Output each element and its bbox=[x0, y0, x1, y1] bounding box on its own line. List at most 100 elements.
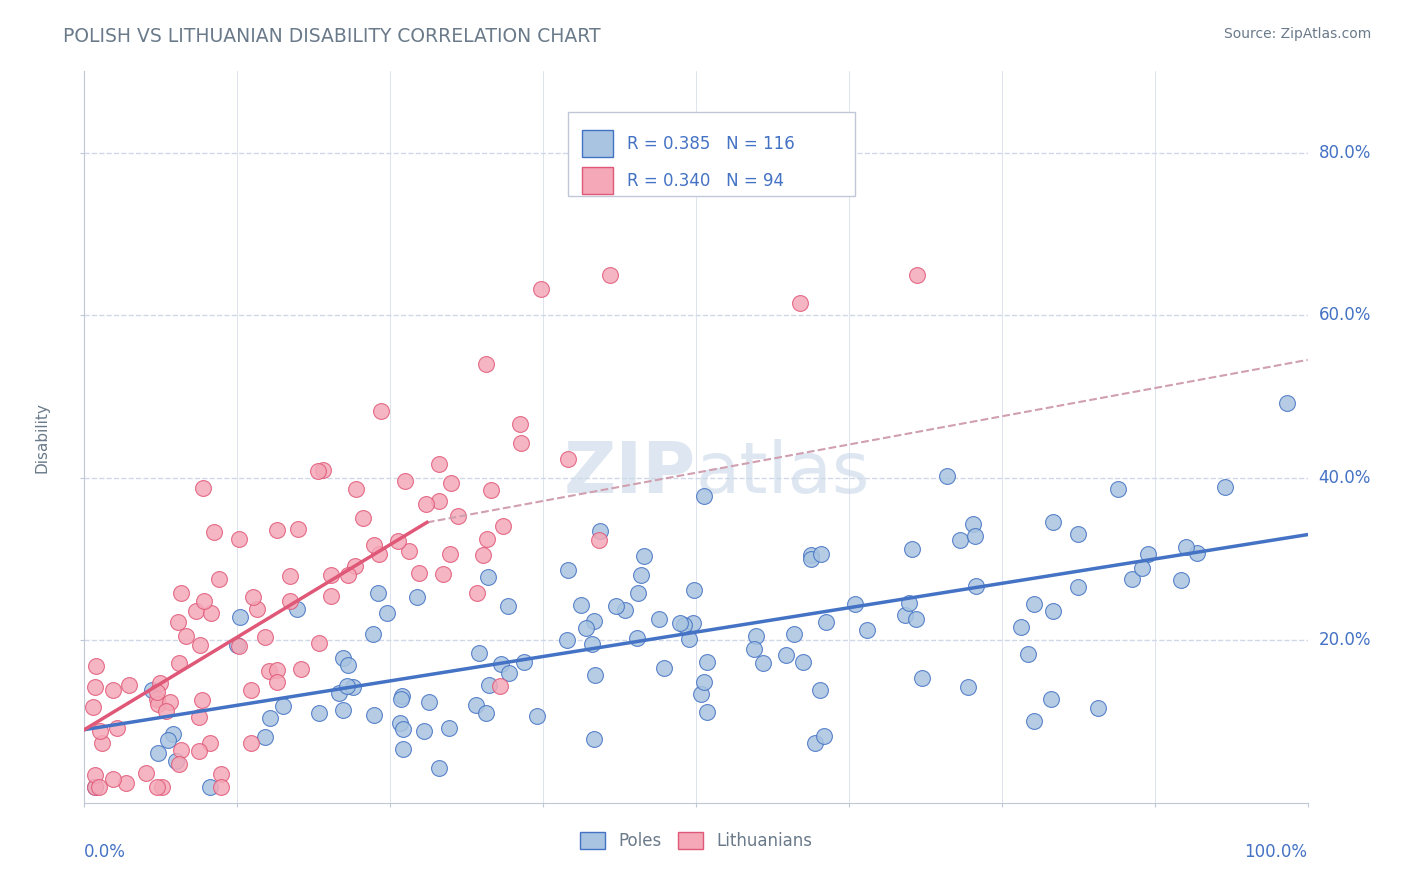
Text: 40.0%: 40.0% bbox=[1319, 468, 1371, 487]
Point bbox=[605, 599, 627, 613]
Point bbox=[226, 638, 249, 652]
Point bbox=[894, 608, 917, 623]
Point bbox=[474, 706, 496, 720]
Point bbox=[405, 591, 427, 605]
Point bbox=[775, 648, 797, 662]
Point bbox=[447, 509, 470, 524]
Point bbox=[489, 657, 512, 671]
Point bbox=[440, 475, 463, 490]
Point bbox=[157, 732, 180, 747]
Point bbox=[509, 417, 531, 432]
Point bbox=[800, 551, 823, 566]
Point bbox=[962, 517, 984, 532]
Point bbox=[489, 679, 512, 693]
Point bbox=[307, 464, 329, 478]
Point bbox=[174, 628, 197, 642]
Point bbox=[184, 604, 207, 618]
Point bbox=[155, 705, 177, 719]
Point bbox=[387, 533, 409, 548]
Point bbox=[141, 682, 163, 697]
Point bbox=[957, 680, 980, 694]
Point bbox=[346, 483, 368, 497]
Point bbox=[949, 533, 972, 547]
Point bbox=[259, 665, 281, 679]
Point bbox=[344, 559, 367, 574]
Point bbox=[557, 451, 579, 466]
Point bbox=[336, 657, 359, 672]
Point bbox=[693, 675, 716, 690]
Point bbox=[752, 657, 775, 671]
Point bbox=[82, 700, 104, 714]
Point bbox=[391, 690, 413, 704]
Point bbox=[193, 481, 215, 495]
Point bbox=[170, 586, 193, 600]
Point bbox=[465, 586, 488, 600]
Point bbox=[1040, 692, 1063, 706]
Point bbox=[557, 633, 579, 648]
Point bbox=[389, 691, 412, 706]
Point bbox=[512, 656, 534, 670]
Point bbox=[148, 746, 170, 760]
Point bbox=[240, 735, 263, 749]
Point bbox=[84, 780, 107, 794]
Point bbox=[266, 523, 288, 537]
Point bbox=[84, 659, 107, 673]
Point bbox=[319, 589, 342, 603]
Point bbox=[427, 457, 450, 471]
Point bbox=[1187, 546, 1209, 560]
Point bbox=[287, 522, 309, 536]
Point bbox=[188, 639, 211, 653]
Point bbox=[589, 524, 612, 538]
Point bbox=[246, 602, 269, 616]
Point bbox=[492, 518, 515, 533]
Point bbox=[392, 722, 415, 736]
Point bbox=[672, 617, 695, 632]
Point bbox=[1024, 597, 1046, 611]
Point bbox=[745, 629, 768, 643]
Point bbox=[150, 780, 173, 794]
Point bbox=[844, 598, 866, 612]
Point bbox=[813, 730, 835, 744]
Point bbox=[167, 756, 190, 771]
Point bbox=[682, 615, 704, 630]
Point bbox=[200, 780, 222, 794]
Point bbox=[1042, 515, 1064, 529]
Point bbox=[1215, 480, 1237, 494]
Point bbox=[394, 474, 416, 488]
Point bbox=[408, 566, 430, 581]
Point bbox=[1121, 572, 1143, 586]
Point bbox=[630, 568, 652, 582]
Point bbox=[146, 697, 169, 711]
Point bbox=[689, 687, 711, 701]
Point bbox=[200, 606, 222, 620]
Point bbox=[278, 593, 301, 607]
Point bbox=[103, 772, 125, 787]
Point bbox=[557, 564, 579, 578]
Point bbox=[352, 510, 374, 524]
Point bbox=[1017, 647, 1039, 661]
Point bbox=[418, 695, 440, 709]
Bar bbox=[568, 112, 855, 195]
Point bbox=[118, 677, 141, 691]
Text: Disability: Disability bbox=[34, 401, 49, 473]
Text: 0.0%: 0.0% bbox=[84, 843, 127, 861]
Point bbox=[477, 570, 499, 584]
Point bbox=[198, 736, 221, 750]
Point bbox=[465, 698, 488, 713]
Point bbox=[328, 686, 350, 700]
Point bbox=[1136, 547, 1159, 561]
Point bbox=[91, 736, 114, 750]
Point bbox=[439, 547, 461, 561]
Point bbox=[478, 678, 501, 692]
Point bbox=[202, 525, 225, 540]
Point bbox=[783, 627, 806, 641]
Point bbox=[361, 626, 384, 640]
Point bbox=[1067, 527, 1090, 541]
Text: 20.0%: 20.0% bbox=[1319, 632, 1371, 649]
Point bbox=[169, 656, 191, 670]
Point bbox=[427, 761, 450, 775]
Point bbox=[415, 497, 437, 511]
Text: Source: ZipAtlas.com: Source: ZipAtlas.com bbox=[1223, 27, 1371, 41]
Point bbox=[569, 598, 592, 612]
Point bbox=[228, 532, 250, 546]
